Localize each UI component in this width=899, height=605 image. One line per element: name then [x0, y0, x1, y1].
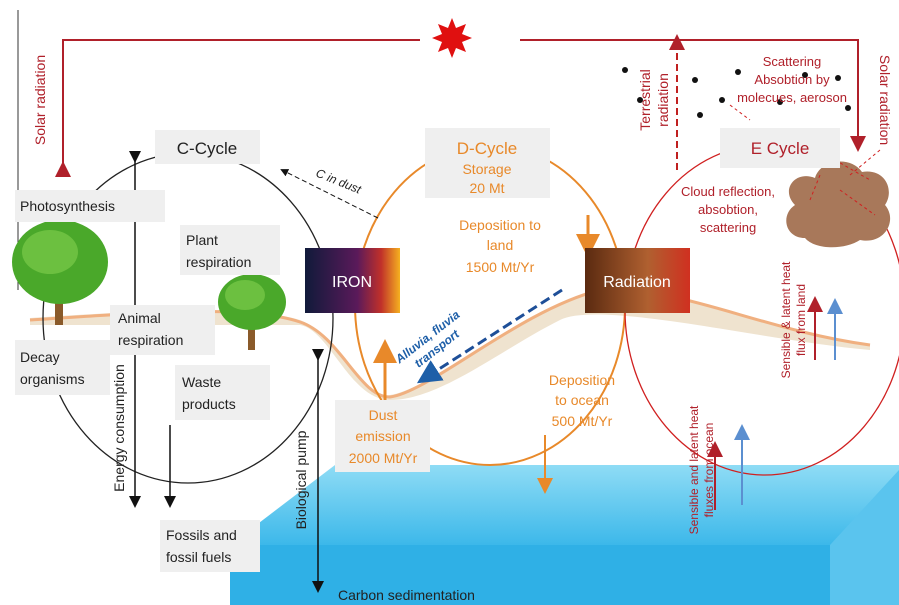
- photosynthesis: Photosynthesis: [20, 198, 115, 214]
- radiation-box: [585, 248, 690, 313]
- aerosol-dots: [622, 67, 851, 118]
- cloud-rays: [729, 104, 881, 216]
- sun: [432, 18, 472, 58]
- ocean-side: [830, 470, 899, 605]
- tree-left: [12, 220, 108, 325]
- deposition-ocean: Deposition to ocean 500 Mt/Yr: [549, 372, 615, 429]
- c-in-dust: C in dust: [314, 166, 364, 197]
- iron-box: [305, 248, 400, 313]
- deposition-land: Deposition to land 1500 Mt/Yr: [459, 217, 541, 275]
- storage: Storage 20 Mt: [462, 161, 511, 196]
- cloud-label: Cloud reflection, absobtion, scattering: [681, 184, 775, 235]
- ocean-flux-label: Sensible and latent heatfluxes from ocea…: [687, 405, 716, 534]
- solar-label-right: Solar radiation: [877, 55, 893, 145]
- c-cycle-title: C-Cycle: [177, 139, 237, 158]
- scattering-label: Scattering Absobtion by molecues, aeroson: [737, 54, 847, 105]
- c-dust-arrow: [280, 169, 379, 219]
- energy-consumption: Energy consumption: [111, 364, 127, 492]
- land-flux-label: Sensible & latent heatflux from land: [779, 261, 808, 378]
- fossils: Fossils and fossil fuels: [166, 527, 237, 565]
- iron-label: IRON: [332, 274, 372, 291]
- e-cycle-title: E Cycle: [751, 139, 810, 158]
- carbon-sedimentation: Carbon sedimentation: [338, 587, 475, 603]
- waste-products: Waste products: [182, 374, 236, 412]
- dust-emission: Dust emission 2000 Mt/Yr: [349, 407, 418, 466]
- transport-arrow: [416, 288, 563, 384]
- solar-label-left: Solar radiation: [32, 55, 48, 145]
- solar-line-left: [55, 39, 420, 177]
- biological-pump: Biological pump: [293, 430, 309, 529]
- ocean-top: [230, 465, 899, 545]
- solar-line-right: [520, 39, 866, 152]
- label-boxes: [15, 128, 840, 572]
- ocean-front: [230, 545, 830, 605]
- cloud: [786, 161, 891, 248]
- d-cycle-title: D-Cycle: [457, 139, 517, 158]
- plant-respiration: Plant respiration: [186, 232, 251, 270]
- radiation-label: Radiation: [603, 274, 671, 291]
- decay-organisms: Decay organisms: [20, 349, 85, 387]
- animal-respiration: Animal respiration: [118, 310, 183, 348]
- terrestrial-label: Terrestrial radiation: [637, 69, 671, 130]
- tree-right: [218, 274, 286, 350]
